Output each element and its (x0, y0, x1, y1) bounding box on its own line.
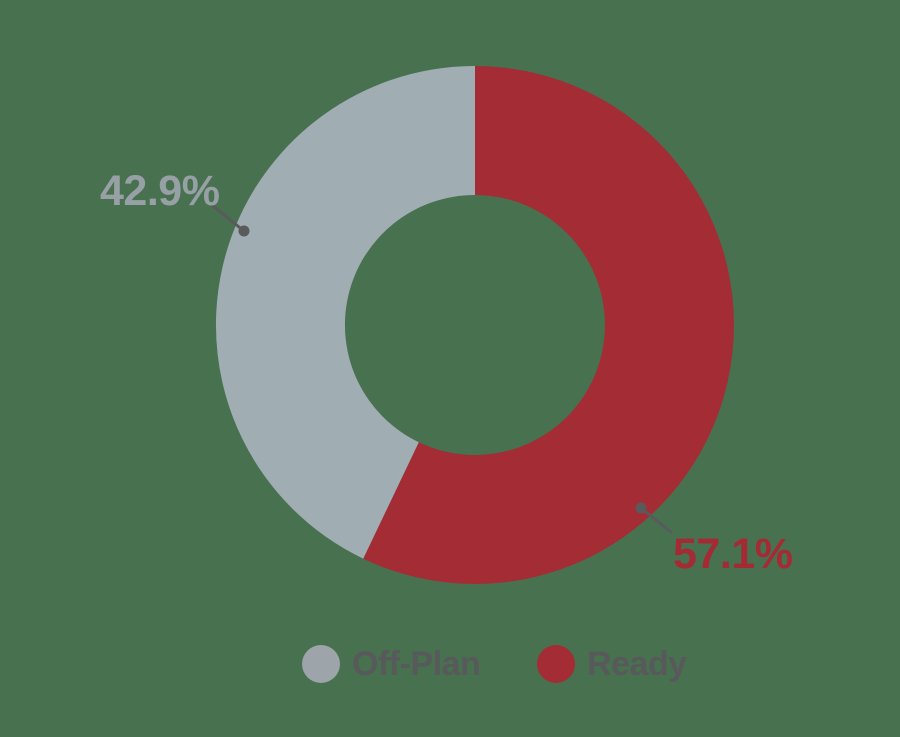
offplan-swatch-icon (302, 645, 340, 683)
legend-item-ready[interactable]: Ready (537, 645, 687, 683)
ready-leader-line (639, 506, 673, 534)
ready-percentage-label: 57.1% (673, 530, 793, 578)
slice-off-plan[interactable] (215, 65, 476, 559)
legend-label-ready: Ready (587, 645, 687, 683)
slice-ready[interactable] (363, 66, 734, 585)
legend-item-offplan[interactable]: Off-Plan (302, 645, 481, 683)
ready-leader-dot (635, 502, 647, 514)
offplan-leader-line (211, 204, 246, 233)
ready-swatch-icon (537, 645, 575, 683)
offplan-percentage-label: 42.9% (100, 167, 220, 215)
offplan-leader-dot (238, 225, 250, 237)
legend-label-offplan: Off-Plan (352, 645, 481, 683)
